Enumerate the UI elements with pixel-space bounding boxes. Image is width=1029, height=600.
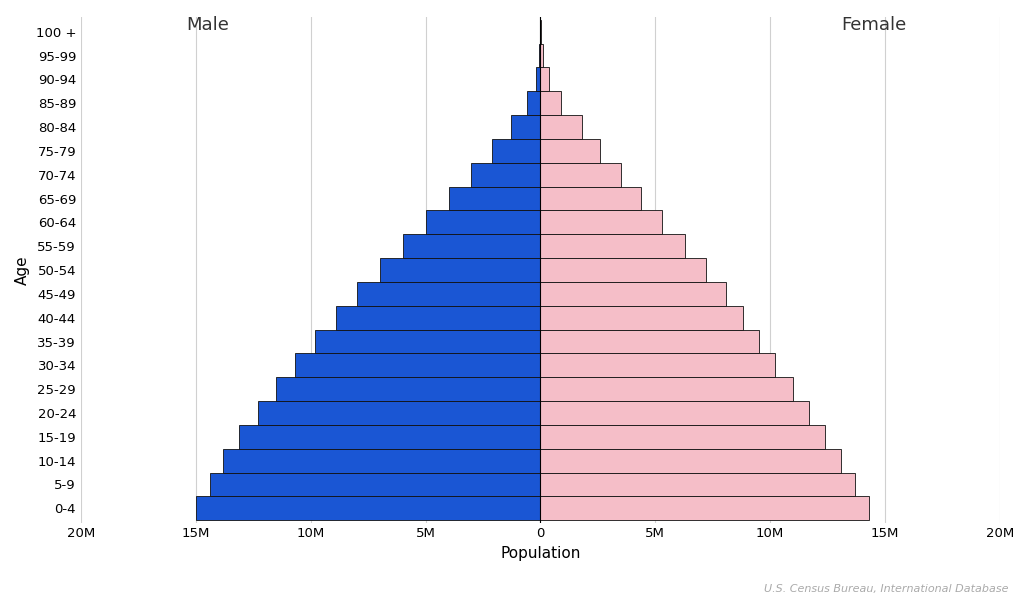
Bar bbox=[540, 306, 743, 329]
Bar bbox=[540, 425, 825, 449]
Bar bbox=[540, 449, 842, 473]
Bar bbox=[540, 44, 542, 67]
Bar bbox=[536, 67, 540, 91]
Bar bbox=[294, 353, 540, 377]
Bar bbox=[210, 473, 540, 496]
Bar bbox=[540, 353, 775, 377]
Bar bbox=[223, 449, 540, 473]
Bar bbox=[196, 496, 540, 520]
Bar bbox=[240, 425, 540, 449]
Bar bbox=[540, 115, 581, 139]
Bar bbox=[357, 282, 540, 306]
Bar bbox=[540, 377, 793, 401]
Bar bbox=[315, 329, 540, 353]
Bar bbox=[510, 115, 540, 139]
Bar bbox=[540, 473, 855, 496]
Bar bbox=[471, 163, 540, 187]
Bar bbox=[449, 187, 540, 211]
Bar bbox=[540, 401, 809, 425]
Y-axis label: Age: Age bbox=[15, 255, 30, 285]
X-axis label: Population: Population bbox=[500, 546, 580, 561]
Bar bbox=[540, 91, 561, 115]
Text: U.S. Census Bureau, International Database: U.S. Census Bureau, International Databa… bbox=[764, 584, 1008, 594]
Bar bbox=[258, 401, 540, 425]
Bar bbox=[540, 234, 685, 258]
Bar bbox=[540, 329, 758, 353]
Bar bbox=[492, 139, 540, 163]
Bar bbox=[540, 163, 620, 187]
Bar bbox=[540, 258, 706, 282]
Bar bbox=[540, 187, 641, 211]
Bar bbox=[276, 377, 540, 401]
Text: Female: Female bbox=[841, 16, 907, 34]
Bar bbox=[335, 306, 540, 329]
Bar bbox=[540, 67, 548, 91]
Bar bbox=[540, 496, 868, 520]
Bar bbox=[527, 91, 540, 115]
Bar bbox=[540, 211, 662, 234]
Bar bbox=[540, 139, 600, 163]
Text: Male: Male bbox=[186, 16, 228, 34]
Bar bbox=[380, 258, 540, 282]
Bar bbox=[539, 44, 540, 67]
Bar bbox=[426, 211, 540, 234]
Bar bbox=[402, 234, 540, 258]
Bar bbox=[540, 282, 726, 306]
